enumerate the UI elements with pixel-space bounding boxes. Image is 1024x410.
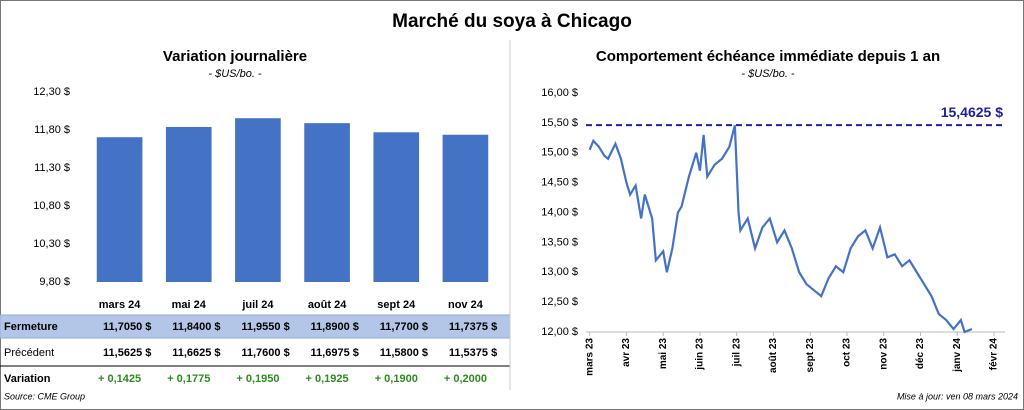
- x-tick-label: janv 24: [952, 338, 963, 373]
- x-tick-label: nov 24: [448, 299, 484, 311]
- table-cell: 11,5375 $: [449, 347, 497, 359]
- table-cell: + 0,1925: [306, 373, 349, 385]
- y-tick-label: 13,00 $: [541, 266, 578, 278]
- y-tick-label: 15,50 $: [541, 117, 578, 129]
- row-label: Variation: [4, 373, 51, 385]
- bar: [165, 126, 212, 283]
- x-tick-label: avr 23: [621, 338, 632, 367]
- y-tick-label: 9,80 $: [39, 276, 70, 288]
- reference-label: 15,4625 $: [941, 104, 1003, 120]
- x-tick-label: févr 24: [989, 338, 1000, 371]
- row-label: Précédent: [4, 347, 54, 359]
- y-tick-label: 12,00 $: [541, 326, 578, 338]
- table-cell: 11,6625 $: [172, 347, 220, 359]
- table-cell: 11,7600 $: [241, 347, 289, 359]
- value-label: 11,7375 $: [449, 321, 497, 333]
- x-tick-label: juin 23: [695, 338, 706, 371]
- x-tick-label: juil 23: [731, 338, 742, 368]
- chart-title: Comportement échéance immédiate depuis 1…: [596, 48, 940, 65]
- chart-subtitle: - $US/bo. -: [741, 68, 795, 80]
- value-label: 11,7050 $: [103, 321, 151, 333]
- row-label: Fermeture: [4, 321, 58, 333]
- table-cell: 11,5800 $: [380, 347, 428, 359]
- table-cell: + 0,1775: [167, 373, 210, 385]
- value-label: 11,8400 $: [172, 321, 220, 333]
- table-cell: + 0,1900: [375, 373, 418, 385]
- x-tick-label: sept 24: [377, 299, 416, 311]
- source: Source: CME Group: [4, 391, 85, 401]
- table-cell: + 0,2000: [444, 373, 487, 385]
- y-tick-label: 12,30 $: [33, 86, 70, 98]
- page-title: Marché du soya à Chicago: [392, 11, 632, 32]
- x-tick-label: oct 23: [842, 338, 853, 367]
- y-tick-label: 11,80 $: [34, 124, 70, 136]
- table-cell: 11,6975 $: [311, 347, 359, 359]
- x-tick-label: nov 23: [878, 338, 889, 370]
- table-cell: + 0,1950: [236, 373, 279, 385]
- bar: [96, 137, 143, 282]
- x-tick-label: mai 23: [658, 338, 669, 370]
- x-tick-label: déc 23: [915, 338, 926, 370]
- x-tick-label: mai 24: [172, 299, 207, 311]
- bar: [442, 134, 489, 282]
- bar: [373, 132, 420, 282]
- value-label: 11,7700 $: [380, 321, 428, 333]
- line: [588, 124, 973, 334]
- y-tick-label: 10,80 $: [33, 200, 70, 212]
- y-tick-label: 14,00 $: [541, 206, 578, 218]
- x-tick-label: mars 24: [99, 299, 141, 311]
- x-tick-label: mars 23: [584, 338, 595, 376]
- y-tick-label: 12,50 $: [541, 296, 578, 308]
- table-cell: + 0,1425: [98, 373, 141, 385]
- bar: [304, 123, 350, 282]
- y-tick-label: 15,00 $: [541, 147, 578, 159]
- y-tick-label: 16,00 $: [541, 87, 578, 99]
- chart-subtitle: - $US/bo. -: [208, 68, 262, 80]
- x-tick-label: sept 23: [805, 338, 816, 373]
- bar: [235, 118, 281, 282]
- value-label: 11,9550 $: [241, 321, 289, 333]
- x-tick-label: août 24: [308, 299, 347, 311]
- y-tick-label: 10,30 $: [33, 238, 70, 250]
- x-tick-label: juil 24: [241, 299, 274, 311]
- y-tick-label: 11,30 $: [34, 162, 70, 174]
- chart-title: Variation journalière: [163, 48, 307, 65]
- updated: Mise à jour: ven 08 mars 2024: [897, 391, 1018, 401]
- y-tick-label: 14,50 $: [541, 177, 578, 189]
- x-tick-label: août 23: [768, 338, 779, 373]
- y-tick-label: 13,50 $: [541, 236, 578, 248]
- table-cell: 11,5625 $: [103, 347, 151, 359]
- value-label: 11,8900 $: [311, 321, 359, 333]
